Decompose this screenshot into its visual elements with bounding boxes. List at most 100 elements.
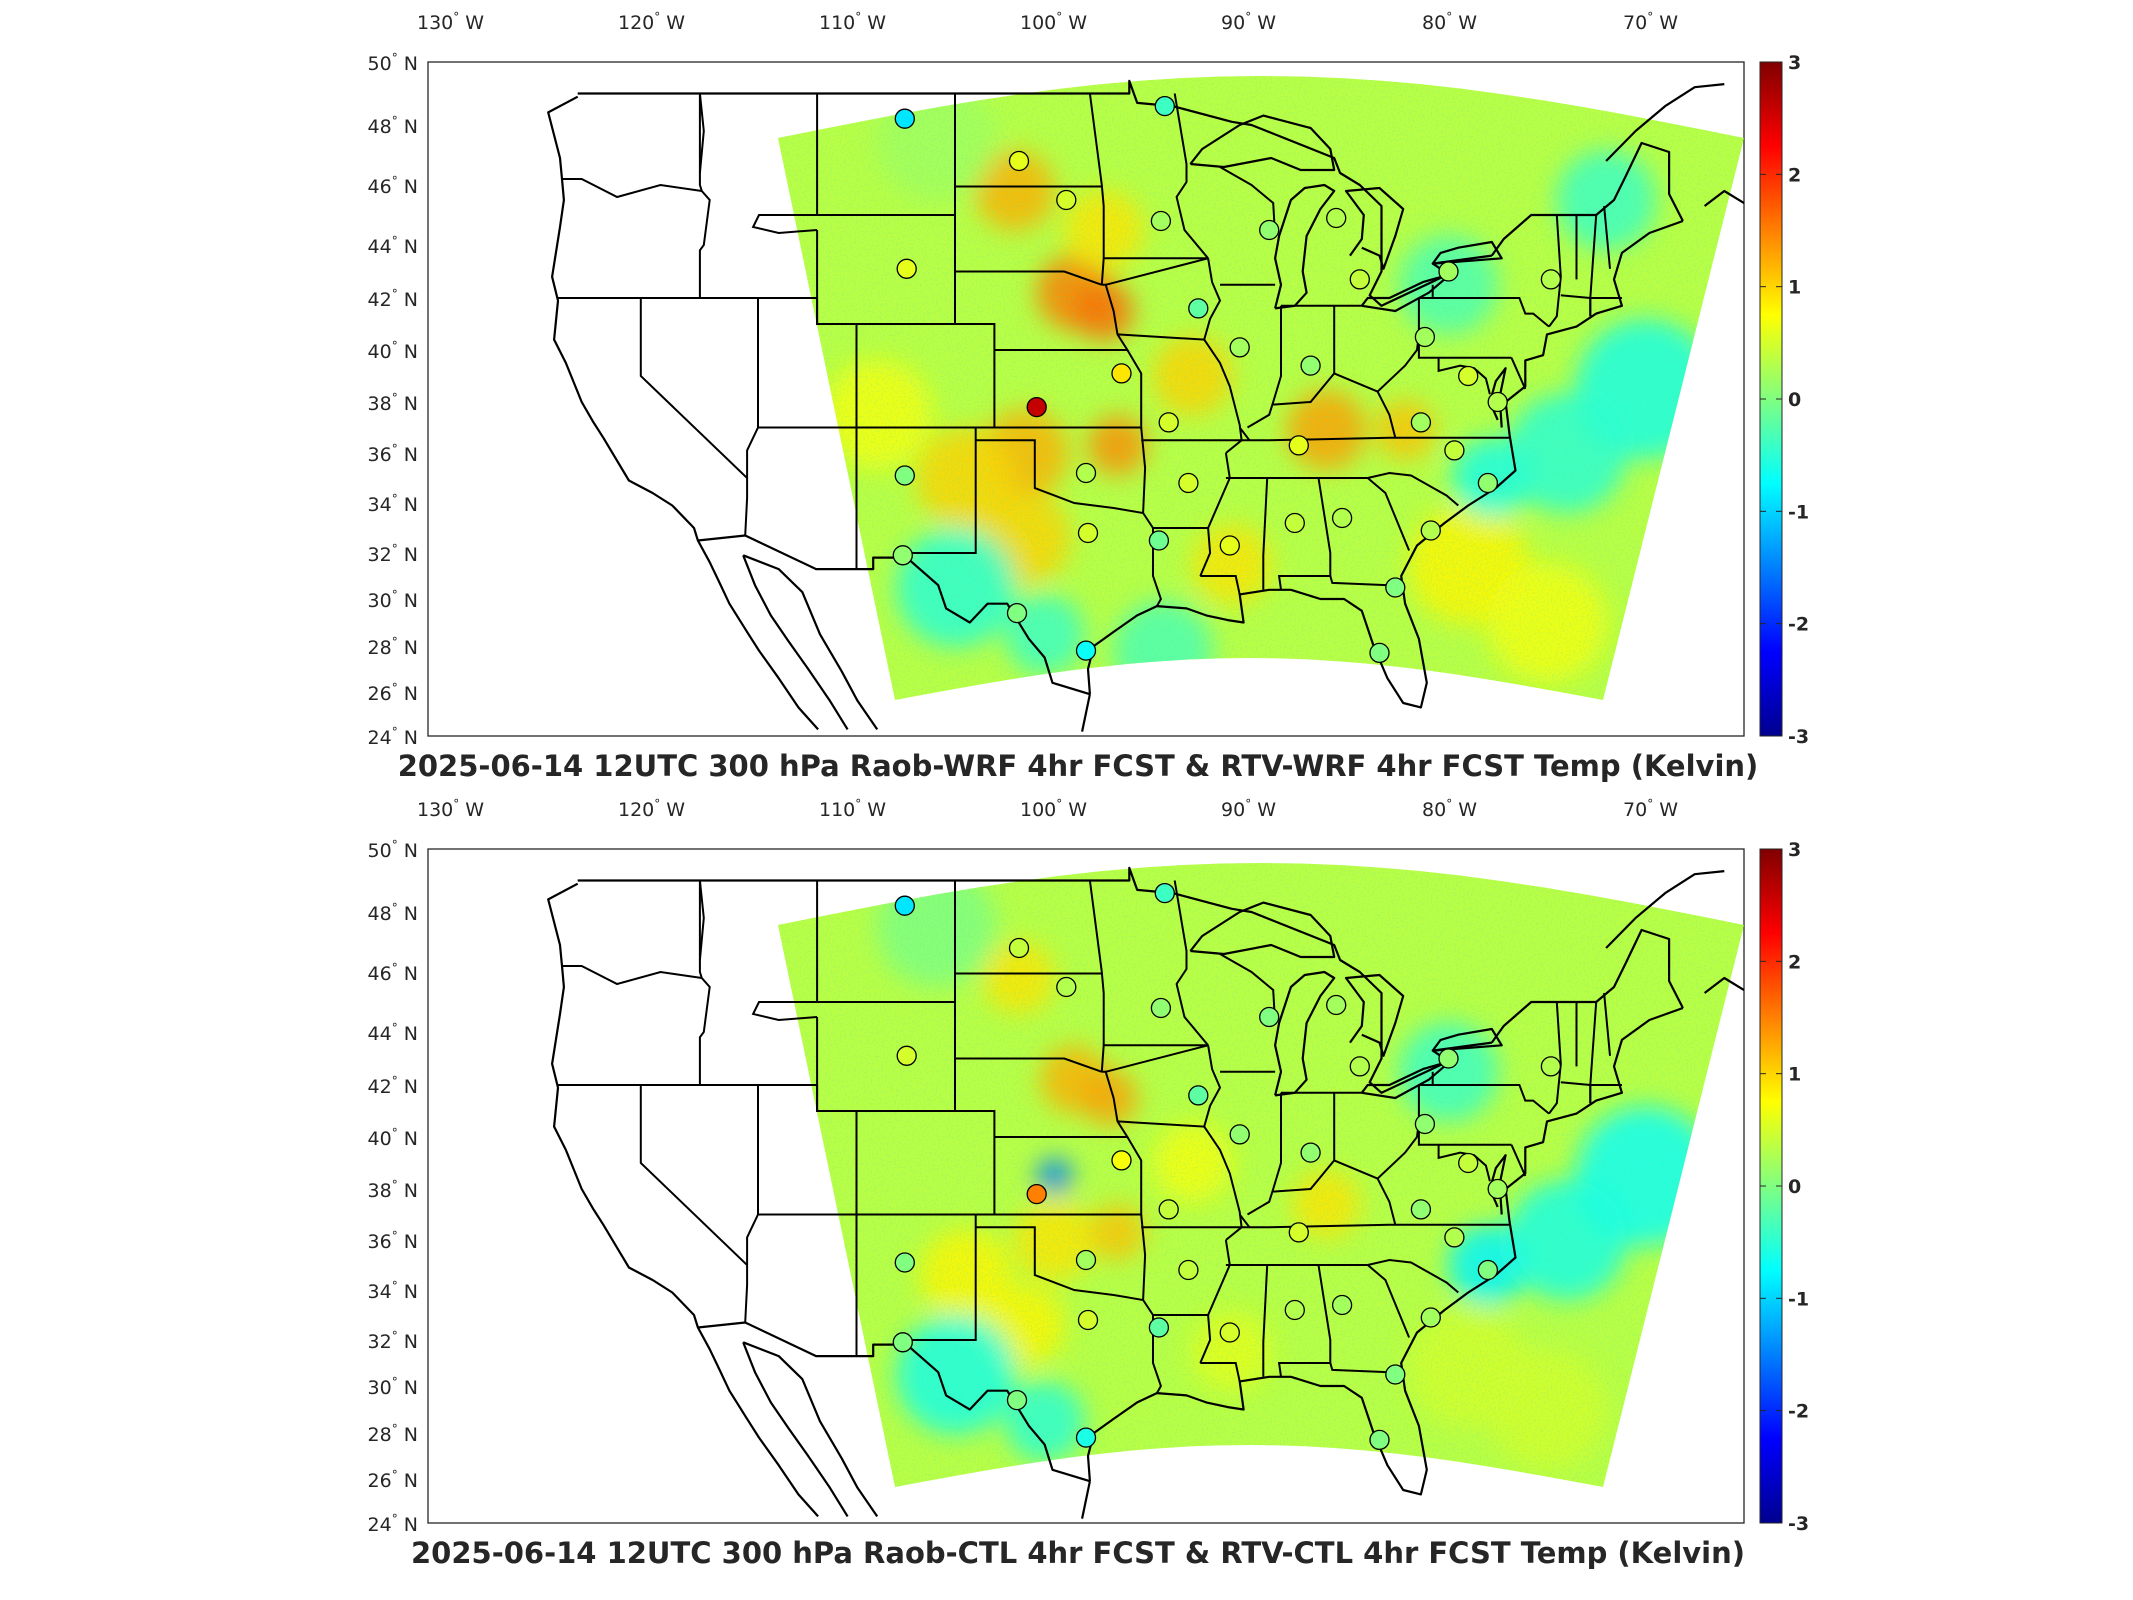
raob-station-marker xyxy=(1487,1178,1508,1200)
raob-station-marker xyxy=(894,108,915,129)
panel-title: 2025-06-14 12UTC 300 hPa Raob-WRF 4hr FC… xyxy=(398,749,1759,783)
lon-tick-labels: 130° W 120° W 110° W 100° W 90° W 80° W … xyxy=(417,797,1678,821)
lon-tick-label: 70° W xyxy=(1623,797,1678,821)
raob-station-marker xyxy=(1326,207,1347,229)
lon-tick-label: 90° W xyxy=(1221,797,1276,821)
raob-station-marker xyxy=(1178,472,1199,494)
colorbar-tick-label: -1 xyxy=(1788,1288,1809,1310)
raob-station-marker xyxy=(894,895,915,916)
raob-station-marker xyxy=(1300,1142,1321,1163)
raob-station-marker xyxy=(1331,507,1353,529)
raob-station-marker xyxy=(1154,95,1175,117)
lon-tick-labels: 130° W 120° W 110° W 100° W 90° W 80° W … xyxy=(417,10,1678,34)
raob-station-marker xyxy=(1414,326,1436,348)
raob-station-marker xyxy=(1438,261,1459,282)
lat-tick-label: 42° N xyxy=(368,1074,418,1098)
lat-tick-label: 46° N xyxy=(368,961,418,985)
lat-tick-label: 24° N xyxy=(368,725,418,749)
raob-station-marker xyxy=(1288,435,1309,456)
raob-station-marker xyxy=(1077,1309,1099,1331)
raob-station-marker xyxy=(1540,1056,1562,1077)
raob-station-marker xyxy=(1111,1150,1132,1171)
raob-station-marker xyxy=(1008,150,1030,172)
raob-station-marker xyxy=(1154,882,1175,904)
raob-station-marker xyxy=(1026,1183,1047,1205)
raob-station-marker xyxy=(1006,602,1028,624)
colorbar-tick-labels: 3 2 1 0 -1 -2 -3 xyxy=(1760,52,1809,748)
panel-lower xyxy=(427,848,1783,1524)
raob-station-marker xyxy=(1075,640,1097,661)
lon-tick-label: 110° W xyxy=(819,10,886,34)
raob-station-marker xyxy=(1056,976,1077,998)
raob-station-marker xyxy=(1349,269,1370,290)
lon-tick-label: 120° W xyxy=(618,10,685,34)
raob-station-marker xyxy=(1385,1364,1406,1385)
raob-station-marker xyxy=(892,545,913,566)
raob-station-marker xyxy=(1026,396,1047,418)
lat-tick-label: 34° N xyxy=(368,492,418,516)
colorbar-tick-label: 0 xyxy=(1788,389,1801,411)
raob-station-marker xyxy=(1006,1389,1028,1411)
lat-tick-label: 36° N xyxy=(368,1229,418,1253)
state-boundaries xyxy=(558,880,1622,1394)
raob-station-marker xyxy=(1229,337,1250,358)
panel-title: 2025-06-14 12UTC 300 hPa Raob-CTL 4hr FC… xyxy=(411,1536,1745,1570)
lat-tick-label: 48° N xyxy=(368,901,418,925)
lat-tick-label: 26° N xyxy=(368,681,418,705)
lon-tick-label: 100° W xyxy=(1020,10,1087,34)
raob-station-marker xyxy=(1111,363,1132,384)
lat-tick-label: 50° N xyxy=(368,51,418,75)
raob-station-marker xyxy=(1219,535,1240,556)
colorbar-tick-label: 2 xyxy=(1788,164,1801,186)
lat-tick-labels: 50° N 48° N 46° N 44° N 42° N 40° N 38° N 36° N… xyxy=(368,51,418,749)
lat-tick-label: 44° N xyxy=(368,234,418,258)
raob-station-marker xyxy=(1369,1429,1390,1451)
map-content xyxy=(547,863,1744,1519)
raob-station-marker xyxy=(1487,391,1508,413)
raob-station-marker xyxy=(1188,298,1209,319)
raob-station-marker xyxy=(1477,472,1499,494)
raob-station-marker xyxy=(1284,512,1305,534)
raob-station-marker xyxy=(1444,1227,1465,1248)
raob-stations xyxy=(892,882,1562,1451)
raob-station-marker xyxy=(1458,365,1479,387)
raob-station-marker xyxy=(1300,355,1321,376)
raob-station-marker xyxy=(1540,269,1562,290)
lat-tick-label: 50° N xyxy=(368,838,418,862)
raob-station-marker xyxy=(1410,412,1432,433)
raob-station-marker xyxy=(896,258,917,279)
lon-tick-label: 90° W xyxy=(1221,10,1276,34)
lat-tick-label: 40° N xyxy=(368,1126,418,1150)
raob-station-marker xyxy=(1410,1199,1432,1220)
raob-station-marker xyxy=(1075,1249,1097,1271)
raob-station-marker xyxy=(1158,412,1179,433)
colorbar-tick-label: -2 xyxy=(1788,1401,1809,1423)
raob-station-marker xyxy=(1008,937,1030,959)
raob-station-marker xyxy=(1458,1152,1479,1174)
lat-tick-label: 40° N xyxy=(368,339,418,363)
colorbar-tick-label: 3 xyxy=(1788,52,1801,74)
lat-tick-label: 30° N xyxy=(368,1375,418,1399)
raob-station-marker xyxy=(894,465,915,486)
raob-station-marker xyxy=(1075,1427,1097,1448)
coastlines-borders xyxy=(547,79,1744,732)
lat-tick-label: 34° N xyxy=(368,1279,418,1303)
colorbar-tick-label: 1 xyxy=(1788,1064,1801,1086)
lon-tick-label: 80° W xyxy=(1422,10,1477,34)
lon-tick-label: 100° W xyxy=(1020,797,1087,821)
lon-tick-label: 120° W xyxy=(618,797,685,821)
raob-station-marker xyxy=(1420,1307,1441,1328)
lat-tick-label: 26° N xyxy=(368,1468,418,1492)
colorbar-tick-label: 0 xyxy=(1788,1176,1801,1198)
raob-stations xyxy=(892,95,1562,664)
raob-station-marker xyxy=(892,1332,913,1353)
lat-tick-label: 36° N xyxy=(368,442,418,466)
raob-station-marker xyxy=(1326,994,1347,1016)
lat-tick-labels: 50° N 48° N 46° N 44° N 42° N 40° N 38° N 36° N… xyxy=(368,838,418,1536)
raob-station-marker xyxy=(1259,1006,1280,1028)
temperature-difference-field xyxy=(778,863,1744,1487)
raob-station-marker xyxy=(1148,530,1170,551)
lat-tick-label: 28° N xyxy=(368,635,418,659)
colorbar-tick-label: 2 xyxy=(1788,951,1801,973)
